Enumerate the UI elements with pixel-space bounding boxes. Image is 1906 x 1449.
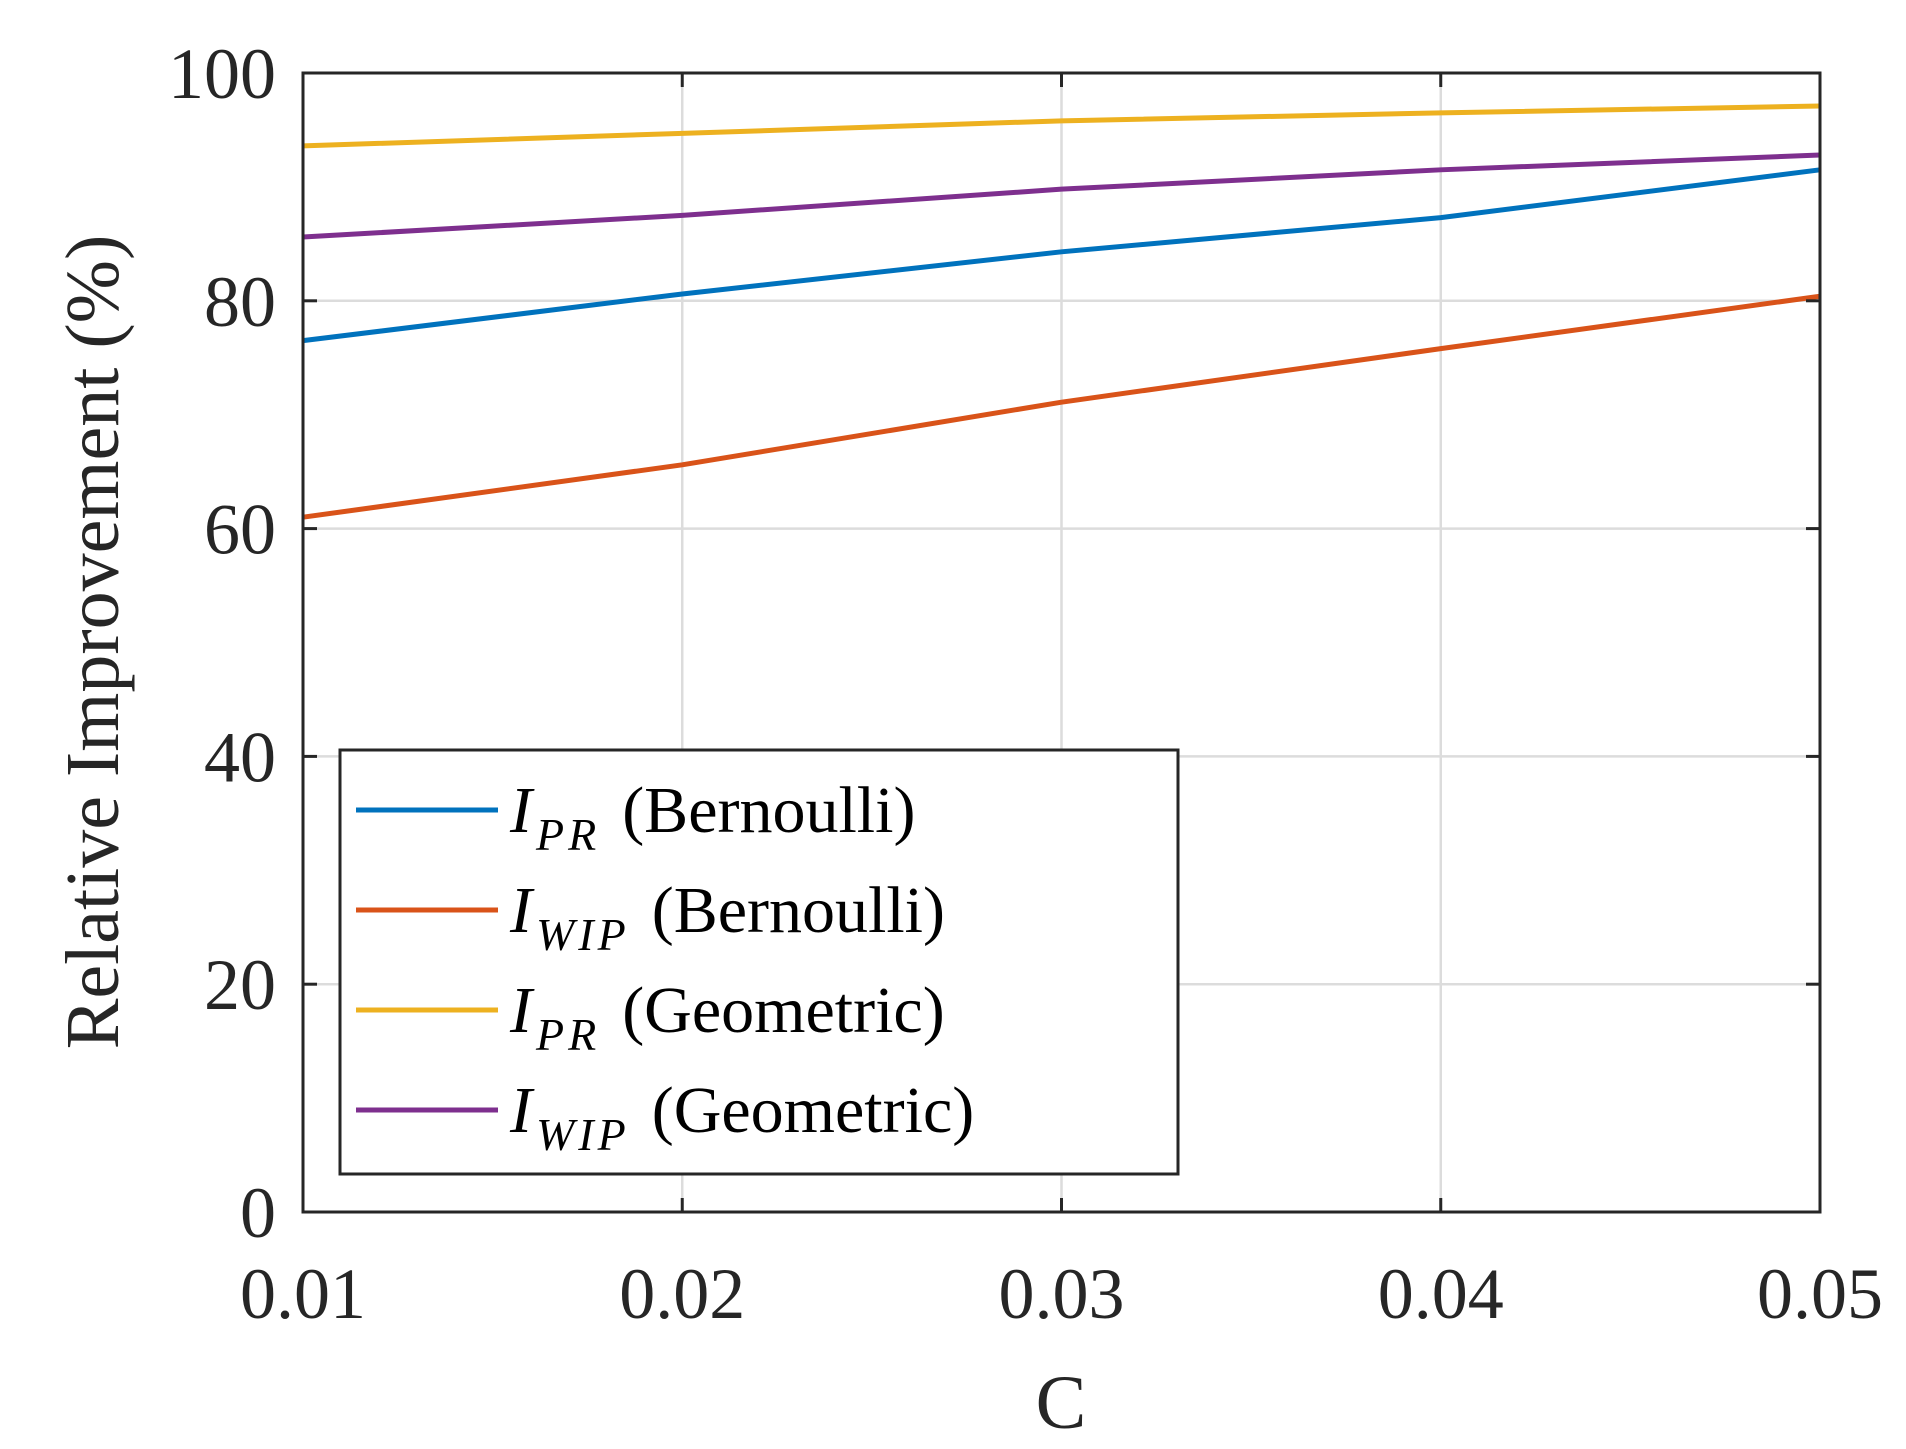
y-tick-label: 100	[168, 34, 276, 114]
legend-suffix: (Geometric)	[622, 974, 945, 1047]
legend-label: IPR (Geometric)	[509, 974, 945, 1060]
legend-suffix: (Bernoulli)	[652, 874, 945, 947]
x-tick-label: 0.03	[999, 1254, 1125, 1334]
legend-item: IPR (Bernoulli)	[356, 774, 915, 860]
series-layer	[302, 103, 1821, 520]
legend-label: IPR (Bernoulli)	[509, 774, 915, 860]
x-axis-label: C	[1036, 1361, 1087, 1445]
legend: IPR (Bernoulli)IWIP (Bernoulli)IPR (Geometr…	[338, 748, 1180, 1176]
axis-ticks	[301, 71, 1822, 1214]
tick-labels: 0.01 0.02 0.03 0.04 0.05 0 20 40 60 80 100	[168, 34, 1883, 1334]
y-tick-label: 40	[204, 717, 276, 797]
y-tick-label: 60	[204, 490, 276, 570]
y-axis-label: Relative Improvement (%)	[51, 235, 135, 1050]
x-tick-label: 0.05	[1757, 1254, 1883, 1334]
series-line-1	[302, 167, 1821, 344]
series-line-2	[302, 293, 1821, 520]
legend-item: IWIP (Geometric)	[356, 1074, 974, 1160]
series-line-4	[302, 152, 1821, 240]
legend-item: IPR (Geometric)	[356, 974, 945, 1060]
legend-suffix: (Bernoulli)	[622, 774, 915, 847]
legend-symbol: I	[509, 774, 535, 847]
y-tick-label: 0	[240, 1173, 276, 1253]
legend-symbol: I	[509, 974, 535, 1047]
legend-label: IWIP (Geometric)	[509, 1074, 974, 1160]
legend-subscript: PR	[535, 809, 600, 860]
legend-symbol: I	[509, 874, 535, 947]
x-tick-label: 0.01	[240, 1254, 366, 1334]
legend-label: IWIP (Bernoulli)	[509, 874, 945, 960]
y-tick-label: 80	[204, 262, 276, 342]
y-tick-label: 20	[204, 945, 276, 1025]
series-line-3	[302, 103, 1821, 149]
legend-subscript: PR	[535, 1009, 600, 1060]
legend-suffix: (Geometric)	[652, 1074, 975, 1147]
x-tick-label: 0.02	[619, 1254, 745, 1334]
legend-box	[338, 748, 1180, 1176]
legend-item: IWIP (Bernoulli)	[356, 874, 945, 960]
x-tick-label: 0.04	[1378, 1254, 1504, 1334]
legend-subscript: WIP	[536, 909, 630, 960]
legend-symbol: I	[509, 1074, 535, 1147]
legend-subscript: WIP	[536, 1109, 630, 1160]
